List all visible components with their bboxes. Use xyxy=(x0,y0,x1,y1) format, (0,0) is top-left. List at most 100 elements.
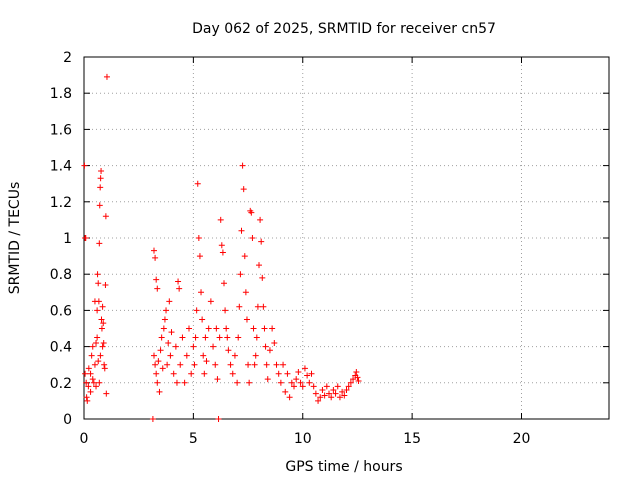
data-point xyxy=(83,394,90,401)
data-point xyxy=(266,347,273,354)
data-point xyxy=(249,235,256,241)
data-point xyxy=(257,216,264,223)
y-tick-label: 1.4 xyxy=(50,159,72,175)
data-point xyxy=(207,298,214,305)
data-point xyxy=(194,180,201,187)
data-point xyxy=(81,162,88,169)
data-point xyxy=(355,377,362,384)
data-point xyxy=(93,339,100,346)
chart-title: Day 062 of 2025, SRMTID for receiver cn5… xyxy=(192,21,496,37)
data-point xyxy=(188,370,195,377)
data-point xyxy=(350,376,357,383)
data-point xyxy=(100,320,107,327)
data-point xyxy=(336,394,343,401)
data-point xyxy=(85,365,92,372)
data-point xyxy=(221,280,227,287)
data-point xyxy=(284,370,291,377)
data-point xyxy=(153,370,160,377)
data-point xyxy=(199,316,206,323)
data-point xyxy=(152,254,159,261)
data-point xyxy=(347,379,354,386)
data-point xyxy=(87,388,94,395)
data-point xyxy=(354,374,361,381)
data-point xyxy=(168,329,175,336)
data-point xyxy=(236,303,243,310)
data-point xyxy=(219,249,226,256)
data-point xyxy=(157,347,164,354)
data-point xyxy=(315,397,322,404)
data-point xyxy=(82,370,89,377)
x-tick-label: 0 xyxy=(80,431,89,447)
y-tick-label: 0 xyxy=(63,412,72,428)
data-point xyxy=(195,235,202,241)
data-point xyxy=(99,303,106,310)
y-tick-label: 0.8 xyxy=(50,267,72,283)
data-point xyxy=(153,276,160,283)
data-point xyxy=(90,379,97,386)
data-point xyxy=(200,352,207,359)
data-point xyxy=(310,383,317,390)
data-point xyxy=(83,379,90,386)
data-point xyxy=(297,379,304,386)
data-point xyxy=(288,379,295,386)
data-point xyxy=(165,339,172,346)
data-point xyxy=(91,361,98,368)
x-axis-label: GPS time / hours xyxy=(285,459,402,475)
data-point xyxy=(321,392,328,399)
y-tick-label: 1 xyxy=(63,231,72,247)
data-point xyxy=(205,325,212,332)
y-tick-labels: 0 0.2 0.4 0.6 0.8 1 1.2 1.4 1.6 1.8 2 xyxy=(50,50,72,428)
data-point xyxy=(334,383,341,390)
data-point xyxy=(253,334,260,341)
data-point xyxy=(186,325,192,332)
data-point xyxy=(94,307,101,314)
data-point xyxy=(96,240,103,247)
data-point xyxy=(237,271,244,278)
data-point xyxy=(250,325,257,332)
data-point xyxy=(251,361,258,368)
data-point xyxy=(103,390,110,397)
data-point xyxy=(155,358,162,365)
data-point xyxy=(161,316,168,323)
data-point xyxy=(241,253,248,260)
data-point xyxy=(242,289,249,296)
data-point xyxy=(154,285,161,292)
data-point xyxy=(293,376,300,383)
data-point xyxy=(271,339,278,346)
data-point xyxy=(212,361,219,368)
data-point xyxy=(277,379,284,386)
data-point xyxy=(301,365,308,372)
data-point xyxy=(98,325,105,332)
data-point xyxy=(160,325,167,332)
data-point xyxy=(156,388,163,395)
data-point xyxy=(216,334,223,341)
y-tick-label: 1.8 xyxy=(50,86,72,102)
data-point xyxy=(328,394,335,401)
data-point xyxy=(89,343,96,350)
data-point xyxy=(353,368,360,375)
data-point xyxy=(224,334,231,341)
data-point xyxy=(323,383,330,390)
data-point xyxy=(295,368,302,375)
data-point xyxy=(97,175,104,182)
data-point xyxy=(164,361,171,368)
data-point xyxy=(190,343,197,350)
data-point xyxy=(246,379,253,386)
data-point xyxy=(245,361,252,368)
x-tick-label: 10 xyxy=(294,431,312,447)
data-point xyxy=(167,352,174,359)
data-point xyxy=(319,387,326,394)
data-point xyxy=(102,213,109,220)
data-point xyxy=(191,361,198,368)
data-point xyxy=(170,370,177,377)
data-point xyxy=(154,379,161,386)
y-tick-label: 0.4 xyxy=(50,340,72,356)
data-point xyxy=(235,334,242,341)
data-point xyxy=(280,361,287,368)
data-point xyxy=(101,361,108,368)
data-point xyxy=(231,352,238,359)
data-point xyxy=(214,376,221,383)
data-point xyxy=(218,242,225,249)
data-point xyxy=(181,379,188,386)
